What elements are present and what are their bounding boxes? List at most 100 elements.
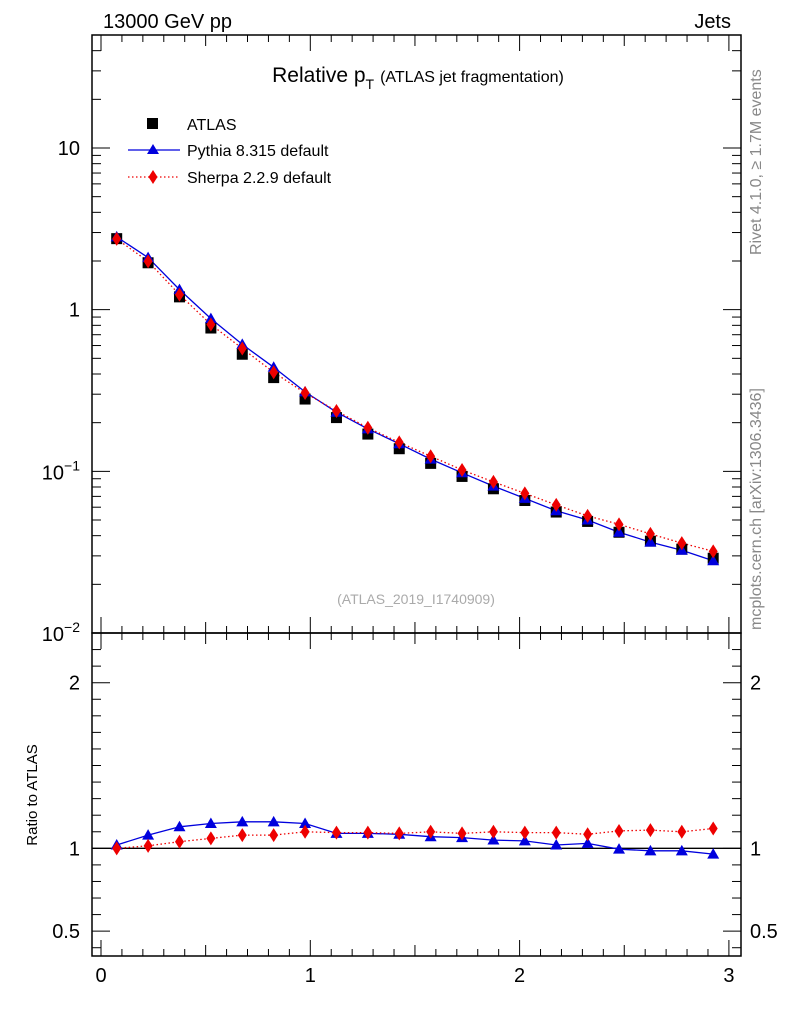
data-point bbox=[142, 829, 155, 840]
main-markers bbox=[110, 230, 720, 566]
data-point bbox=[174, 834, 184, 849]
ratio-markers bbox=[110, 815, 720, 859]
data-point bbox=[551, 825, 561, 840]
data-point bbox=[394, 826, 404, 841]
data-point bbox=[645, 823, 655, 838]
energy-label: 13000 GeV pp bbox=[103, 11, 232, 33]
data-point bbox=[614, 517, 624, 532]
pythia-ratio-curve bbox=[116, 821, 714, 855]
data-point bbox=[331, 404, 341, 419]
data-point bbox=[551, 497, 561, 512]
data-point bbox=[204, 817, 217, 828]
data-point bbox=[112, 841, 122, 856]
data-point bbox=[206, 831, 216, 846]
legend-pythia-marker bbox=[147, 144, 159, 154]
data-point bbox=[550, 839, 563, 850]
data-point bbox=[173, 820, 186, 832]
y-tick-label: 1 bbox=[69, 838, 80, 860]
ratio-y-tick-labels: 2 2 1 1 0.5 0.5 bbox=[52, 673, 778, 943]
y-tick-label: 10−2 bbox=[42, 619, 80, 646]
data-point bbox=[707, 848, 720, 859]
legend-sherpa-marker bbox=[148, 170, 158, 184]
sherpa-ratio-curve bbox=[116, 827, 714, 849]
ratio-panel: 2 2 1 1 0.5 0.5 0 1 2 3 Ratio to ATLAS bbox=[24, 632, 778, 987]
data-point bbox=[488, 474, 498, 489]
data-point bbox=[613, 526, 626, 537]
process-label: Jets bbox=[694, 11, 731, 33]
data-point bbox=[583, 508, 593, 523]
data-point bbox=[488, 824, 498, 839]
data-point bbox=[644, 844, 657, 856]
data-point bbox=[457, 826, 467, 841]
legend-atlas-label: ATLAS bbox=[187, 117, 237, 134]
legend-sherpa-label: Sherpa 2.2.9 default bbox=[187, 170, 332, 187]
plot-title: Relative pT (ATLAS jet fragmentation) bbox=[272, 64, 564, 92]
legend-pythia-label: Pythia 8.315 default bbox=[187, 143, 329, 160]
data-point bbox=[644, 536, 657, 547]
data-point bbox=[426, 449, 436, 464]
data-point bbox=[237, 828, 247, 843]
data-point bbox=[237, 341, 247, 356]
data-point bbox=[300, 386, 310, 401]
data-point bbox=[708, 821, 718, 836]
y-tick-label-right: 2 bbox=[750, 673, 761, 695]
data-point bbox=[143, 838, 153, 853]
data-point bbox=[269, 365, 279, 380]
mcplots-info: mcplots.cern.ch [arXiv:1306.3436] bbox=[748, 388, 765, 630]
x-tick-label: 0 bbox=[95, 965, 106, 987]
data-point bbox=[269, 828, 279, 843]
data-point bbox=[708, 544, 718, 559]
x-tick-label: 2 bbox=[514, 965, 525, 987]
y-tick-label: 0.5 bbox=[52, 921, 80, 943]
title-note: (ATLAS jet fragmentation) bbox=[380, 69, 564, 86]
data-point bbox=[331, 825, 341, 840]
y-tick-label: 10 bbox=[58, 138, 80, 160]
ratio-y-axis-label: Ratio to ATLAS bbox=[24, 744, 41, 845]
data-point bbox=[363, 420, 373, 435]
ratio-ticks bbox=[92, 632, 741, 956]
data-point bbox=[677, 824, 687, 839]
data-point bbox=[487, 834, 500, 845]
title-main: Relative p bbox=[272, 64, 365, 87]
pythia-curve bbox=[116, 236, 714, 562]
data-point bbox=[206, 317, 216, 332]
y-tick-label-right: 0.5 bbox=[750, 921, 778, 943]
data-point bbox=[363, 825, 373, 840]
data-point bbox=[300, 824, 310, 839]
data-point bbox=[520, 825, 530, 840]
data-point bbox=[613, 843, 626, 854]
y-tick-label-right: 1 bbox=[750, 838, 761, 860]
data-point bbox=[614, 823, 624, 838]
data-point bbox=[707, 554, 720, 566]
data-point bbox=[426, 824, 436, 839]
y-tick-label: 2 bbox=[69, 673, 80, 695]
data-point bbox=[677, 536, 687, 551]
legend-atlas-marker bbox=[147, 118, 158, 129]
y-tick-label-base: 10 bbox=[42, 624, 64, 646]
data-point bbox=[299, 817, 312, 828]
data-point bbox=[583, 827, 593, 842]
y-tick-label-exponent: −2 bbox=[64, 619, 80, 635]
data-point bbox=[143, 254, 153, 269]
x-tick-labels: 0 1 2 3 bbox=[95, 965, 734, 987]
data-point bbox=[518, 834, 531, 846]
sherpa-curve bbox=[116, 238, 714, 552]
main-curves bbox=[116, 236, 714, 562]
data-point bbox=[645, 526, 655, 541]
y-tick-label: 1 bbox=[69, 300, 80, 322]
data-point bbox=[675, 844, 688, 856]
data-point bbox=[457, 462, 467, 477]
data-point bbox=[267, 815, 280, 827]
ratio-frame bbox=[91, 632, 742, 957]
ratio-curves bbox=[116, 821, 714, 855]
data-point bbox=[236, 815, 249, 827]
data-point bbox=[394, 435, 404, 450]
analysis-watermark: (ATLAS_2019_I1740909) bbox=[337, 591, 495, 607]
y-tick-label: 10−1 bbox=[42, 457, 80, 484]
rivet-info: Rivet 4.1.0, ≥ 1.7M events bbox=[748, 69, 765, 255]
data-point bbox=[174, 287, 184, 302]
x-tick-label: 1 bbox=[305, 965, 316, 987]
